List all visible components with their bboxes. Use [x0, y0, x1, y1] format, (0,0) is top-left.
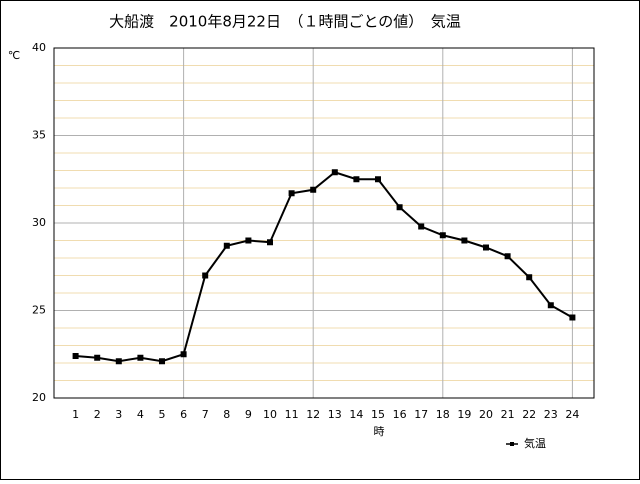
point: [310, 186, 317, 193]
point: [245, 237, 252, 244]
point: [159, 358, 165, 365]
x-tick-label: 6: [180, 408, 187, 421]
x-tick-label: 8: [223, 408, 230, 421]
point: [223, 242, 230, 249]
x-tick-label: 24: [565, 408, 579, 421]
line: [75, 171, 573, 363]
plot-border: [53, 47, 595, 399]
x-label: 時: [374, 425, 385, 438]
point: [202, 272, 209, 279]
point: [137, 354, 144, 361]
chart-title: 大船渡 2010年8月22日 （１時間ごとの値） 気温: [109, 13, 461, 31]
x-tick-label: 4: [137, 408, 144, 421]
point: [267, 239, 273, 246]
point: [526, 274, 533, 281]
point: [547, 302, 554, 309]
y-tick-label: 30: [32, 216, 46, 229]
point: [375, 176, 381, 183]
y-unit: ℃: [8, 49, 20, 62]
x-tick-label: 20: [479, 408, 493, 421]
point: [72, 353, 79, 359]
y-tick-label: 35: [32, 129, 46, 142]
point: [569, 314, 576, 321]
x-tick-label: 15: [371, 408, 385, 421]
point: [418, 223, 425, 230]
x-tick-label: 12: [306, 408, 320, 421]
x-tick-label: 10: [263, 408, 277, 421]
point: [288, 190, 295, 197]
x-tick-label: 13: [328, 408, 342, 421]
y-tick-label: 20: [32, 391, 46, 404]
point: [331, 169, 338, 176]
point: [180, 351, 187, 358]
y-tick-label: 25: [32, 304, 46, 317]
point: [483, 244, 489, 251]
x-tick-label: 19: [457, 408, 471, 421]
legend-marker: [510, 442, 514, 446]
x-tick-label: 16: [393, 408, 407, 421]
x-tick-label: 23: [544, 408, 558, 421]
x-tick-label: 22: [522, 408, 536, 421]
x-tick-label: 18: [436, 408, 450, 421]
point: [353, 176, 360, 183]
x-tick-label: 7: [202, 408, 209, 421]
x-tick-label: 1: [72, 408, 79, 421]
point: [439, 232, 446, 239]
x-tick-label: 9: [245, 408, 252, 421]
x-tick-label: 17: [414, 408, 428, 421]
x-tick-label: 14: [349, 408, 363, 421]
point: [461, 237, 468, 244]
point: [504, 253, 511, 260]
point: [115, 358, 122, 365]
point: [396, 204, 403, 211]
x-tick-label: 21: [501, 408, 515, 421]
x-tick-label: 11: [285, 408, 299, 421]
x-tick-label: 2: [94, 408, 101, 421]
point: [94, 354, 101, 361]
y-tick-label: 40: [32, 41, 46, 54]
x-tick-label: 3: [115, 408, 122, 421]
x-tick-label: 5: [159, 408, 166, 421]
legend-label: 気温: [524, 436, 546, 450]
